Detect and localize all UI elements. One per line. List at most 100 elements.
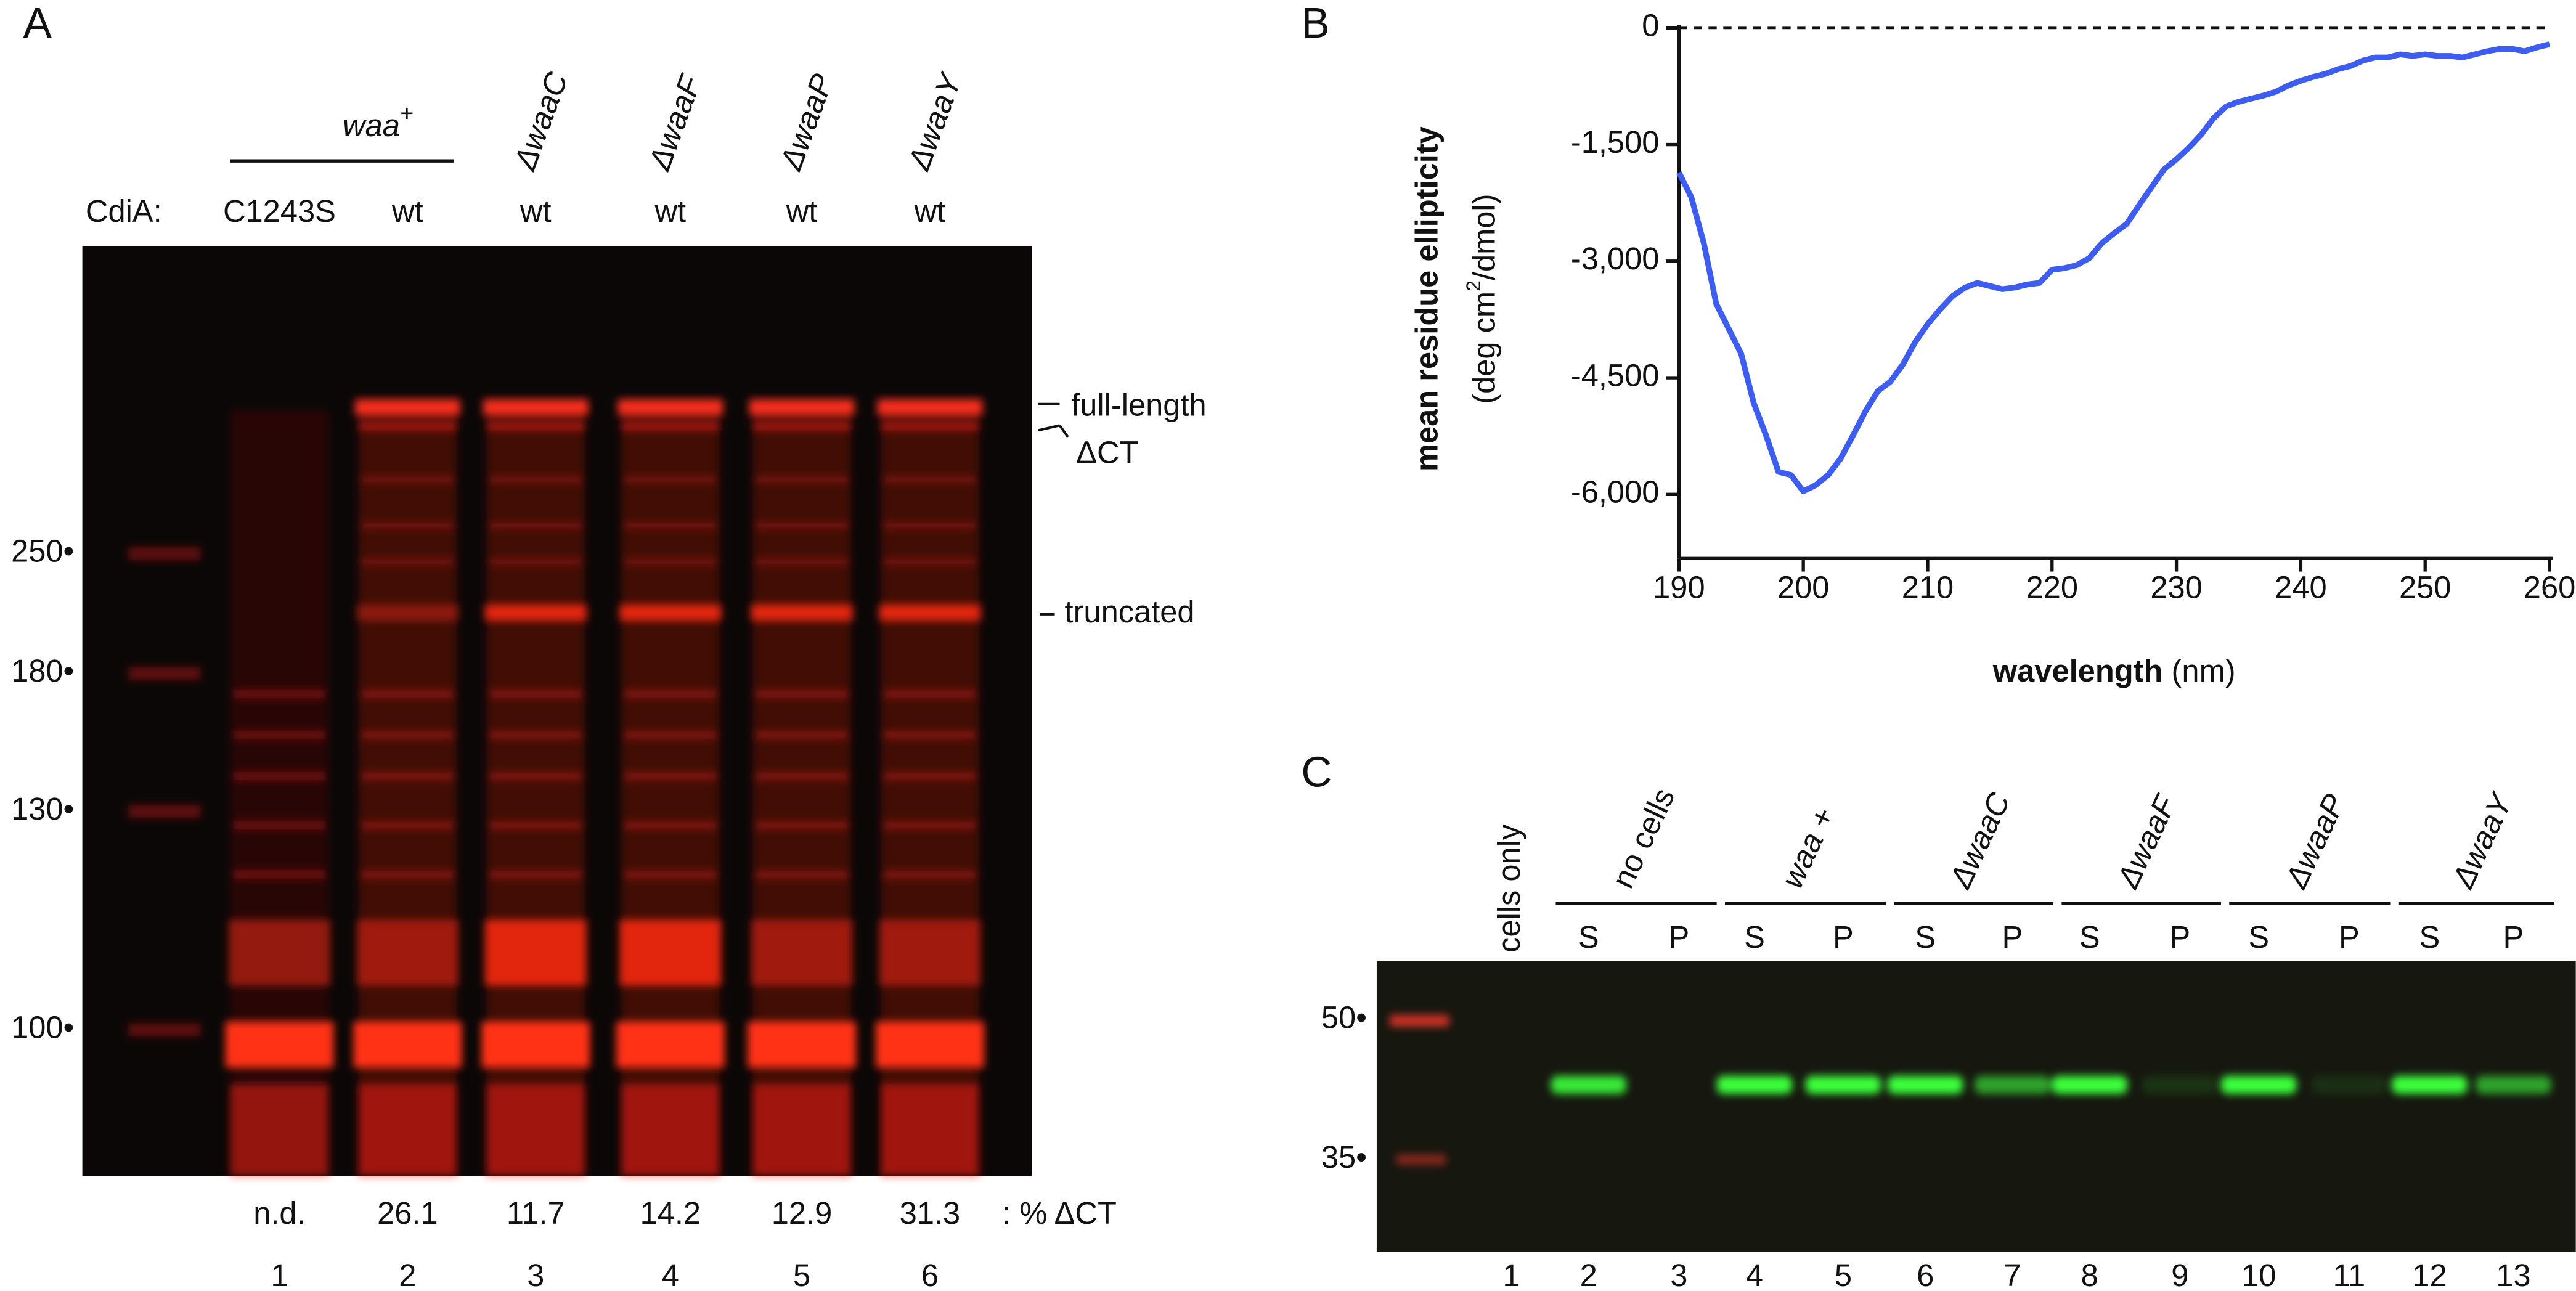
x-axis-unit: (nm) bbox=[2172, 653, 2236, 688]
lane-number: 1 bbox=[1502, 1258, 1520, 1291]
band bbox=[489, 870, 582, 879]
genotype-label: ΔwaaC bbox=[507, 67, 574, 174]
fraction-label: S bbox=[2248, 919, 2269, 955]
band bbox=[756, 772, 848, 781]
band bbox=[356, 604, 459, 621]
group-label: ΔwaaF bbox=[2109, 789, 2183, 894]
band bbox=[752, 1084, 852, 1176]
band bbox=[624, 772, 717, 781]
band bbox=[880, 1084, 979, 1176]
band bbox=[2142, 1075, 2218, 1094]
band bbox=[361, 870, 454, 879]
band bbox=[884, 690, 976, 698]
y-tick-label: -6,000 bbox=[1571, 474, 1660, 510]
y-unit-pre: (deg cm bbox=[1467, 291, 1502, 404]
marker-band bbox=[1390, 1015, 1449, 1027]
band bbox=[356, 919, 459, 986]
band bbox=[2392, 1075, 2468, 1094]
fraction-label: S bbox=[2419, 919, 2440, 955]
band bbox=[756, 690, 848, 698]
band bbox=[489, 476, 582, 483]
band bbox=[752, 422, 852, 431]
panel-label: A bbox=[23, 0, 52, 47]
marker-label: 250• bbox=[11, 534, 74, 569]
band bbox=[1887, 1075, 1963, 1094]
fraction-label: S bbox=[1915, 919, 1936, 955]
group-label: ΔwaaY bbox=[2445, 787, 2519, 894]
genotype-label: ΔwaaP bbox=[773, 69, 840, 175]
band-pointer bbox=[1038, 424, 1060, 432]
band bbox=[1975, 1075, 2050, 1094]
lane-number: 6 bbox=[1917, 1258, 1934, 1291]
band bbox=[233, 772, 326, 781]
marker-label: 50• bbox=[1321, 1000, 1367, 1035]
fraction-label: S bbox=[2079, 919, 2100, 955]
band bbox=[361, 821, 454, 830]
band bbox=[877, 399, 983, 416]
band bbox=[751, 919, 853, 986]
band bbox=[361, 476, 454, 483]
cdia-label: wt bbox=[914, 193, 946, 229]
x-axis-title: wavelength (nm) bbox=[1992, 653, 2236, 688]
band bbox=[624, 870, 717, 879]
data-line bbox=[1676, 41, 2551, 494]
band bbox=[358, 422, 457, 431]
x-tick-label: 230 bbox=[2150, 569, 2202, 605]
band bbox=[749, 399, 855, 416]
cdia-label: C1243S bbox=[223, 193, 336, 229]
band bbox=[884, 772, 976, 781]
band bbox=[230, 1084, 329, 1176]
band bbox=[1716, 1075, 1793, 1094]
band bbox=[489, 772, 582, 781]
percent-ct: 12.9 bbox=[772, 1195, 833, 1231]
x-tick-label: 250 bbox=[2399, 569, 2451, 605]
band bbox=[624, 731, 717, 739]
y-tick-label: 0 bbox=[1642, 8, 1659, 43]
fraction-label: P bbox=[1668, 919, 1689, 955]
lane-number: 2 bbox=[1580, 1258, 1597, 1291]
band bbox=[756, 476, 848, 483]
band bbox=[361, 772, 454, 781]
band-label: full-length bbox=[1071, 387, 1207, 422]
lane-number: 7 bbox=[2003, 1258, 2021, 1291]
marker-label: 35• bbox=[1321, 1139, 1367, 1175]
lane-number: 1 bbox=[271, 1258, 288, 1291]
panel-label: C bbox=[1301, 747, 1332, 796]
blot-image bbox=[1376, 961, 2576, 1252]
marker-band bbox=[1396, 1154, 1446, 1165]
x-tick-label: 240 bbox=[2275, 569, 2326, 605]
band bbox=[1805, 1075, 1881, 1094]
band bbox=[884, 476, 976, 483]
band bbox=[361, 690, 454, 698]
band bbox=[624, 690, 717, 698]
band bbox=[233, 731, 326, 739]
band bbox=[489, 690, 582, 698]
lane-number: 3 bbox=[527, 1258, 544, 1291]
band bbox=[880, 422, 979, 431]
band bbox=[624, 821, 717, 830]
band bbox=[879, 604, 981, 621]
marker-band bbox=[128, 1023, 201, 1036]
band bbox=[884, 870, 976, 879]
marker-label: 100• bbox=[11, 1010, 74, 1045]
band bbox=[619, 919, 722, 986]
x-tick-label: 210 bbox=[1902, 569, 1954, 605]
band bbox=[361, 558, 454, 565]
percent-ct: 14.2 bbox=[640, 1195, 701, 1231]
fraction-label: S bbox=[1578, 919, 1599, 955]
band bbox=[481, 1021, 590, 1068]
y-axis-unit: (deg cm2/dmol) bbox=[1462, 193, 1502, 404]
group-label: ΔwaaC bbox=[1942, 787, 2016, 894]
band bbox=[884, 558, 976, 565]
genotype-label: ΔwaaY bbox=[901, 67, 969, 174]
y-axis-title: mean residue ellipticity bbox=[1409, 126, 1445, 471]
percent-ct: n.d. bbox=[253, 1195, 305, 1231]
lane-number: 3 bbox=[1670, 1258, 1687, 1291]
cells-only-label: cells only bbox=[1491, 824, 1526, 953]
band bbox=[489, 558, 582, 565]
percent-ct: 11.7 bbox=[507, 1195, 565, 1231]
band bbox=[619, 604, 722, 621]
band bbox=[621, 422, 720, 431]
band bbox=[884, 821, 976, 830]
